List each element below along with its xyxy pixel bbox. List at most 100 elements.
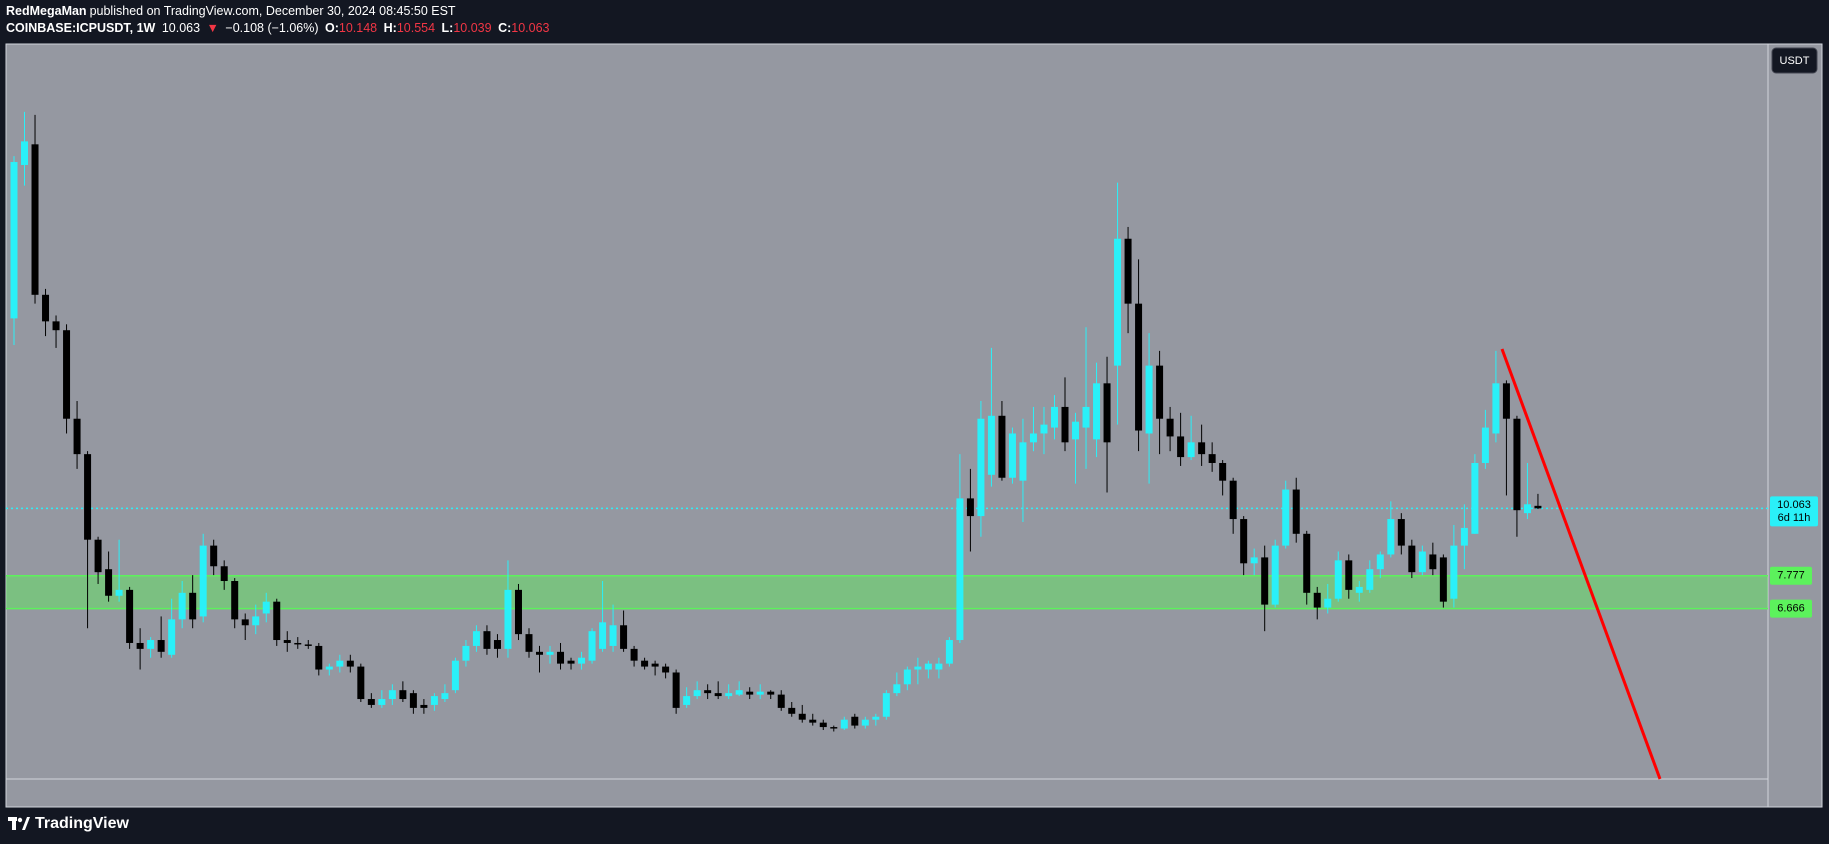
publish-line: RedMegaMan published on TradingView.com, … [6, 4, 459, 18]
candle-body [924, 663, 932, 670]
candle-body [115, 589, 123, 596]
ohlc-label: O: [325, 21, 339, 35]
candle-body [1345, 560, 1353, 590]
candle-body [136, 642, 144, 649]
candle-body [241, 619, 249, 626]
open-value: 10.148 [338, 21, 378, 35]
candle-body [1523, 504, 1531, 514]
candle-body [714, 693, 722, 697]
candle-body [514, 589, 522, 635]
candle-body [903, 669, 911, 685]
candle-body [935, 663, 943, 670]
candle-body [1366, 569, 1374, 590]
candle-body [1324, 598, 1332, 608]
candle-body [662, 666, 670, 673]
zone [6, 575, 1768, 609]
candle-body [840, 719, 848, 729]
candle-body [357, 666, 365, 700]
candle-body [63, 330, 71, 419]
candle-body [336, 660, 344, 667]
candle-body [430, 696, 438, 705]
candle-body [1008, 433, 1016, 478]
candle-body [819, 722, 827, 728]
candle-body [189, 592, 197, 620]
candle-body [1250, 557, 1258, 564]
candle-body [483, 631, 491, 649]
candle-body [126, 589, 134, 643]
candle-body [493, 640, 501, 649]
candle-body [830, 727, 838, 729]
candle-body [882, 693, 890, 717]
candle-body [420, 704, 428, 708]
candle-body [1408, 545, 1416, 573]
candle-body [914, 666, 922, 670]
candle-body [767, 691, 775, 695]
candle-body [1303, 533, 1311, 593]
candle-body [693, 690, 701, 697]
candle-body [945, 640, 953, 664]
candle-body [325, 666, 333, 670]
candle-body [1019, 442, 1027, 481]
candle-body [52, 321, 60, 331]
candle-body [620, 625, 628, 649]
candle-body [1439, 557, 1447, 602]
candle-body [1481, 427, 1489, 463]
candle-body [872, 716, 880, 720]
candle-body [1313, 592, 1321, 608]
candle-body [1471, 462, 1479, 534]
candle-body [609, 625, 617, 646]
candle-body [1292, 489, 1300, 534]
chart-pane [5, 43, 1823, 808]
candle-body [525, 634, 533, 652]
candle-body [294, 642, 302, 645]
candle-body [315, 645, 323, 670]
candle-body [1061, 406, 1069, 443]
candle-body [21, 141, 29, 165]
candle-body [956, 498, 964, 641]
last-price: 10.063 [161, 21, 201, 35]
candle-body [1072, 421, 1080, 440]
candle-body [1513, 418, 1521, 511]
candle-body [1240, 519, 1248, 564]
candle-body [262, 601, 270, 614]
candle-body [220, 566, 228, 582]
currency-button[interactable] [1771, 47, 1818, 74]
candle-body [147, 640, 155, 649]
candle-body [388, 690, 396, 700]
ohlc-label: H: [383, 21, 397, 35]
candle-body [1334, 560, 1342, 599]
zone-price-box [1770, 599, 1812, 618]
candle-body [1429, 554, 1437, 570]
candle-body [578, 657, 586, 664]
candle-body [273, 601, 281, 641]
candle-body [42, 294, 50, 322]
candle-body [735, 690, 743, 695]
candle-body [861, 719, 869, 726]
candle-body [777, 694, 785, 708]
candle-body [1166, 418, 1174, 437]
candle-body [1355, 586, 1363, 593]
candle-body [630, 648, 638, 661]
close-value: 10.063 [511, 21, 550, 35]
candle-body [399, 690, 407, 700]
currency[interactable]: USDT [1780, 55, 1810, 67]
candle-body [199, 545, 207, 617]
candle-body [1219, 462, 1227, 481]
candle-body [588, 631, 596, 661]
candle-body [1208, 454, 1216, 463]
candle-body [304, 644, 312, 646]
candle-body [798, 713, 806, 720]
candle-body [283, 640, 291, 643]
candle-body [546, 651, 554, 655]
candle-body [1492, 383, 1500, 434]
high-value: 10.554 [396, 21, 436, 35]
zone-price-label: 7.777 [1777, 570, 1805, 582]
candle-body [168, 619, 176, 655]
candle-body [1271, 545, 1279, 605]
candle-body [178, 592, 186, 620]
footer: TradingView [8, 815, 129, 833]
candle-body [1156, 365, 1164, 419]
candle-body [809, 719, 817, 723]
candle-body [1050, 406, 1058, 428]
trend-line [1500, 348, 1662, 780]
